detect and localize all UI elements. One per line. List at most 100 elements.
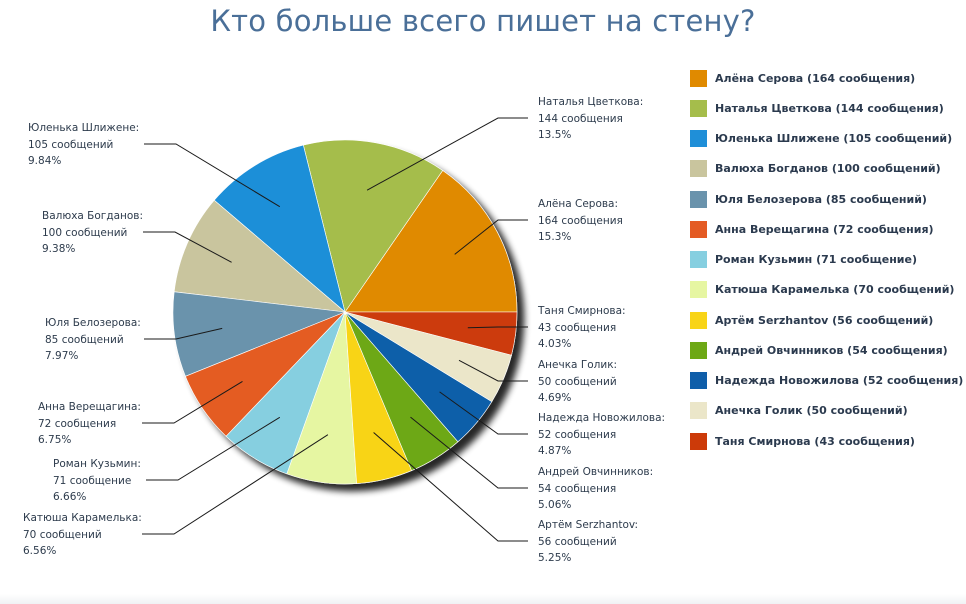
slice-label-12: Анечка Голик: 50 сообщений 4.69% — [538, 357, 617, 407]
legend-swatch — [690, 251, 707, 269]
leader-lines — [142, 117, 528, 542]
pie-slice-13 — [344, 311, 518, 356]
slice-label-13: Таня Смирнова: 43 сообщения 4.03% — [538, 303, 626, 353]
leader-line-1 — [454, 219, 528, 255]
slice-label-count: 43 сообщения — [538, 321, 617, 334]
legend-swatch — [690, 372, 707, 390]
leader-line-3 — [144, 143, 281, 208]
pie-slice-4 — [173, 199, 346, 313]
slice-label-percent: 4.03% — [538, 338, 572, 350]
slice-label-10: Андрей Овчинников: 54 сообщения 5.06% — [538, 464, 653, 514]
slice-label-percent: 6.75% — [38, 434, 72, 446]
legend-swatch — [690, 130, 707, 148]
legend-swatch — [690, 311, 707, 329]
slice-label-percent: 4.87% — [538, 445, 572, 457]
legend-label: Юля Белозерова (85 сообщений) — [715, 192, 927, 206]
slice-label-count: 70 сообщений — [23, 528, 102, 541]
legend-swatch — [690, 160, 707, 178]
legend-item-3: Юленька Шлижене (105 сообщений) — [690, 124, 964, 154]
slice-label-count: 85 сообщений — [45, 333, 124, 346]
legend-label: Артём Serzhantov (56 сообщений) — [715, 313, 934, 327]
legend-label: Алёна Серова (164 сообщения) — [715, 71, 916, 85]
slice-label-percent: 5.06% — [538, 499, 572, 511]
legend-label: Роман Кузьмин (71 сообщение) — [715, 253, 917, 267]
legend-item-4: Валюха Богданов (100 сообщений) — [690, 154, 964, 184]
slice-label-5: Юля Белозерова: 85 сообщений 7.97% — [45, 315, 141, 365]
slice-label-percent: 7.97% — [45, 350, 79, 362]
slice-label-name: Наталья Цветкова: — [538, 96, 644, 108]
slice-label-6: Анна Верещагина: 72 сообщения 6.75% — [38, 399, 141, 449]
slice-label-4: Валюха Богданов: 100 сообщений 9.38% — [42, 208, 143, 258]
legend-label: Надежда Новожилова (52 сообщения) — [715, 374, 964, 388]
slice-label-name: Андрей Овчинников: — [538, 466, 654, 478]
slice-label-count: 164 сообщения — [538, 214, 623, 227]
slice-label-count: 52 сообщения — [538, 428, 617, 441]
legend-label: Наталья Цветкова (144 сообщения) — [715, 101, 944, 115]
legend-swatch — [690, 190, 707, 208]
slice-label-percent: 9.84% — [28, 155, 62, 167]
slice-label-11: Надежда Новожилова: 52 сообщения 4.87% — [538, 410, 665, 460]
legend-item-10: Андрей Овчинников (54 сообщения) — [690, 335, 964, 365]
slice-label-percent: 9.38% — [42, 243, 76, 255]
legend-swatch — [690, 69, 707, 87]
slice-label-name: Таня Смирнова: — [538, 305, 626, 317]
slice-label-name: Катюша Карамелька: — [23, 512, 142, 524]
slice-label-percent: 4.69% — [538, 392, 572, 404]
slice-label-count: 71 сообщение — [53, 474, 132, 487]
leader-line-10 — [410, 416, 528, 489]
legend-item-2: Наталья Цветкова (144 сообщения) — [690, 93, 964, 123]
legend-item-12: Анечка Голик (50 сообщений) — [690, 396, 964, 426]
legend-label: Таня Смирнова (43 сообщения) — [715, 434, 915, 448]
leader-line-7 — [146, 416, 281, 481]
slice-label-name: Алёна Серова: — [538, 198, 619, 210]
leader-line-5 — [144, 327, 223, 340]
legend-label: Андрей Овчинников (54 сообщения) — [715, 343, 948, 357]
leader-line-6 — [142, 380, 243, 424]
pie-slice-1 — [344, 170, 518, 313]
slice-label-percent: 6.56% — [23, 545, 57, 557]
legend-item-8: Катюша Карамелька (70 сообщений) — [690, 275, 964, 305]
legend-item-7: Роман Кузьмин (71 сообщение) — [690, 245, 964, 275]
leader-line-11 — [439, 391, 528, 435]
slice-label-count: 144 сообщения — [538, 112, 623, 125]
slice-label-name: Артём Serzhantov: — [538, 519, 639, 531]
slice-label-count: 50 сообщений — [538, 375, 617, 388]
legend-label: Катюша Карамелька (70 сообщений) — [715, 283, 955, 297]
legend-swatch — [690, 281, 707, 299]
legend-item-11: Надежда Новожилова (52 сообщения) — [690, 366, 964, 396]
slice-label-7: Роман Кузьмин: 71 сообщение 6.66% — [53, 456, 141, 506]
legend-swatch — [690, 99, 707, 117]
pie-slice-2 — [302, 139, 444, 313]
legend-item-1: Алёна Серова (164 сообщения) — [690, 63, 964, 93]
legend-item-5: Юля Белозерова (85 сообщений) — [690, 184, 964, 214]
slice-label-percent: 15.3% — [538, 231, 572, 243]
slice-label-count: 72 сообщения — [38, 417, 117, 430]
slice-label-8: Катюша Карамелька: 70 сообщений 6.56% — [23, 510, 142, 560]
slice-label-count: 100 сообщений — [42, 226, 128, 239]
legend-item-9: Артём Serzhantov (56 сообщений) — [690, 305, 964, 335]
slice-label-1: Алёна Серова: 164 сообщения 15.3% — [538, 196, 623, 246]
slice-label-9: Артём Serzhantov: 56 сообщений 5.25% — [538, 517, 638, 567]
legend-item-13: Таня Смирнова (43 сообщения) — [690, 426, 964, 456]
legend-label: Анна Верещагина (72 сообщения) — [715, 222, 934, 236]
slice-label-name: Роман Кузьмин: — [53, 458, 141, 470]
legend: Алёна Серова (164 сообщения) Наталья Цвет… — [690, 63, 964, 456]
slice-label-name: Валюха Богданов: — [42, 210, 144, 222]
bottom-strip — [0, 594, 966, 604]
slice-label-name: Анна Верещагина: — [38, 401, 141, 413]
legend-label: Юленька Шлижене (105 сообщений) — [715, 132, 953, 146]
slice-label-count: 56 сообщений — [538, 535, 617, 548]
slice-label-2: Наталья Цветкова: 144 сообщения 13.5% — [538, 94, 643, 144]
slice-label-name: Юленька Шлижене: — [28, 122, 140, 134]
leader-line-13 — [467, 326, 528, 329]
pie-slices — [172, 139, 518, 485]
leader-line-8 — [142, 434, 329, 535]
legend-swatch — [690, 341, 707, 359]
slice-label-percent: 5.25% — [538, 552, 572, 564]
slice-label-3: Юленька Шлижене: 105 сообщений 9.84% — [28, 120, 139, 170]
legend-swatch — [690, 432, 707, 450]
legend-label: Анечка Голик (50 сообщений) — [715, 404, 908, 418]
leader-line-2 — [366, 117, 528, 191]
slice-label-count: 105 сообщений — [28, 138, 114, 151]
